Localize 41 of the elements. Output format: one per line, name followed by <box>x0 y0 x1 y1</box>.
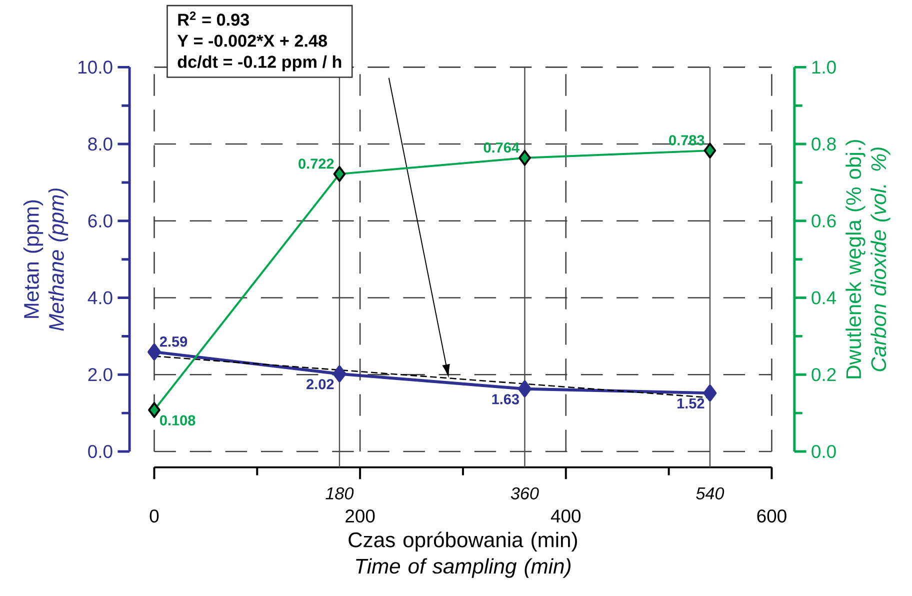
data-label: 0.722 <box>298 158 334 169</box>
y-tick-label: 6.0 <box>88 214 112 228</box>
ref-line-label: 540 <box>696 487 724 500</box>
ref-line-label: 180 <box>326 487 354 500</box>
data-label: 1.52 <box>677 398 704 409</box>
y-tick-label: 2.0 <box>88 368 112 382</box>
point <box>148 402 160 418</box>
data-label: 1.63 <box>492 394 519 404</box>
y2-tick-label: 0.6 <box>812 214 836 228</box>
x-tick-label: 400 <box>550 510 581 523</box>
x-tick-label: 0 <box>150 510 159 523</box>
point <box>703 384 717 402</box>
x-tick-label: 600 <box>757 510 786 523</box>
y-tick-label: 8.0 <box>88 138 112 151</box>
y2-axis-title: Dwutlenek węgla (% obj.) Carbon dioxide (vol. %) <box>846 140 890 378</box>
point <box>518 150 531 166</box>
data-label: 0.108 <box>160 415 196 426</box>
point <box>704 142 716 159</box>
point <box>333 166 346 182</box>
annotation: dc/dt = -0.12 ppm / h <box>178 55 342 72</box>
data-label: 2.59 <box>160 336 188 347</box>
text: R$^{2}$ = 0.93 <box>178 12 250 26</box>
point <box>148 344 161 360</box>
data-label: 2.02 <box>306 379 334 390</box>
y2-tick-label: 0.4 <box>812 291 836 304</box>
y-tick-label: 0.0 <box>88 445 112 458</box>
text: Y = -0.002*X + 2.48 <box>177 34 327 47</box>
data-label: 0.783 <box>669 135 704 146</box>
ref-line-label: 360 <box>510 487 539 500</box>
point <box>518 380 532 398</box>
y-axis-title: Metan (ppm) Methane (ppm) <box>23 188 68 331</box>
y2-tick-label: 0.0 <box>812 445 836 458</box>
y-tick-label: 4.0 <box>88 291 112 304</box>
point <box>332 366 346 382</box>
y2-tick-label: 1.0 <box>812 60 836 74</box>
x-tick-label: 200 <box>346 510 375 523</box>
x-axis-title: Czas opróbowania (min) Time of sampling (min) <box>348 532 577 578</box>
y-tick-label: 10.0 <box>78 60 112 74</box>
y2-tick-label: 0.2 <box>812 368 836 382</box>
y2-tick-label: 0.8 <box>812 138 836 151</box>
data-label: 0.764 <box>484 142 520 153</box>
